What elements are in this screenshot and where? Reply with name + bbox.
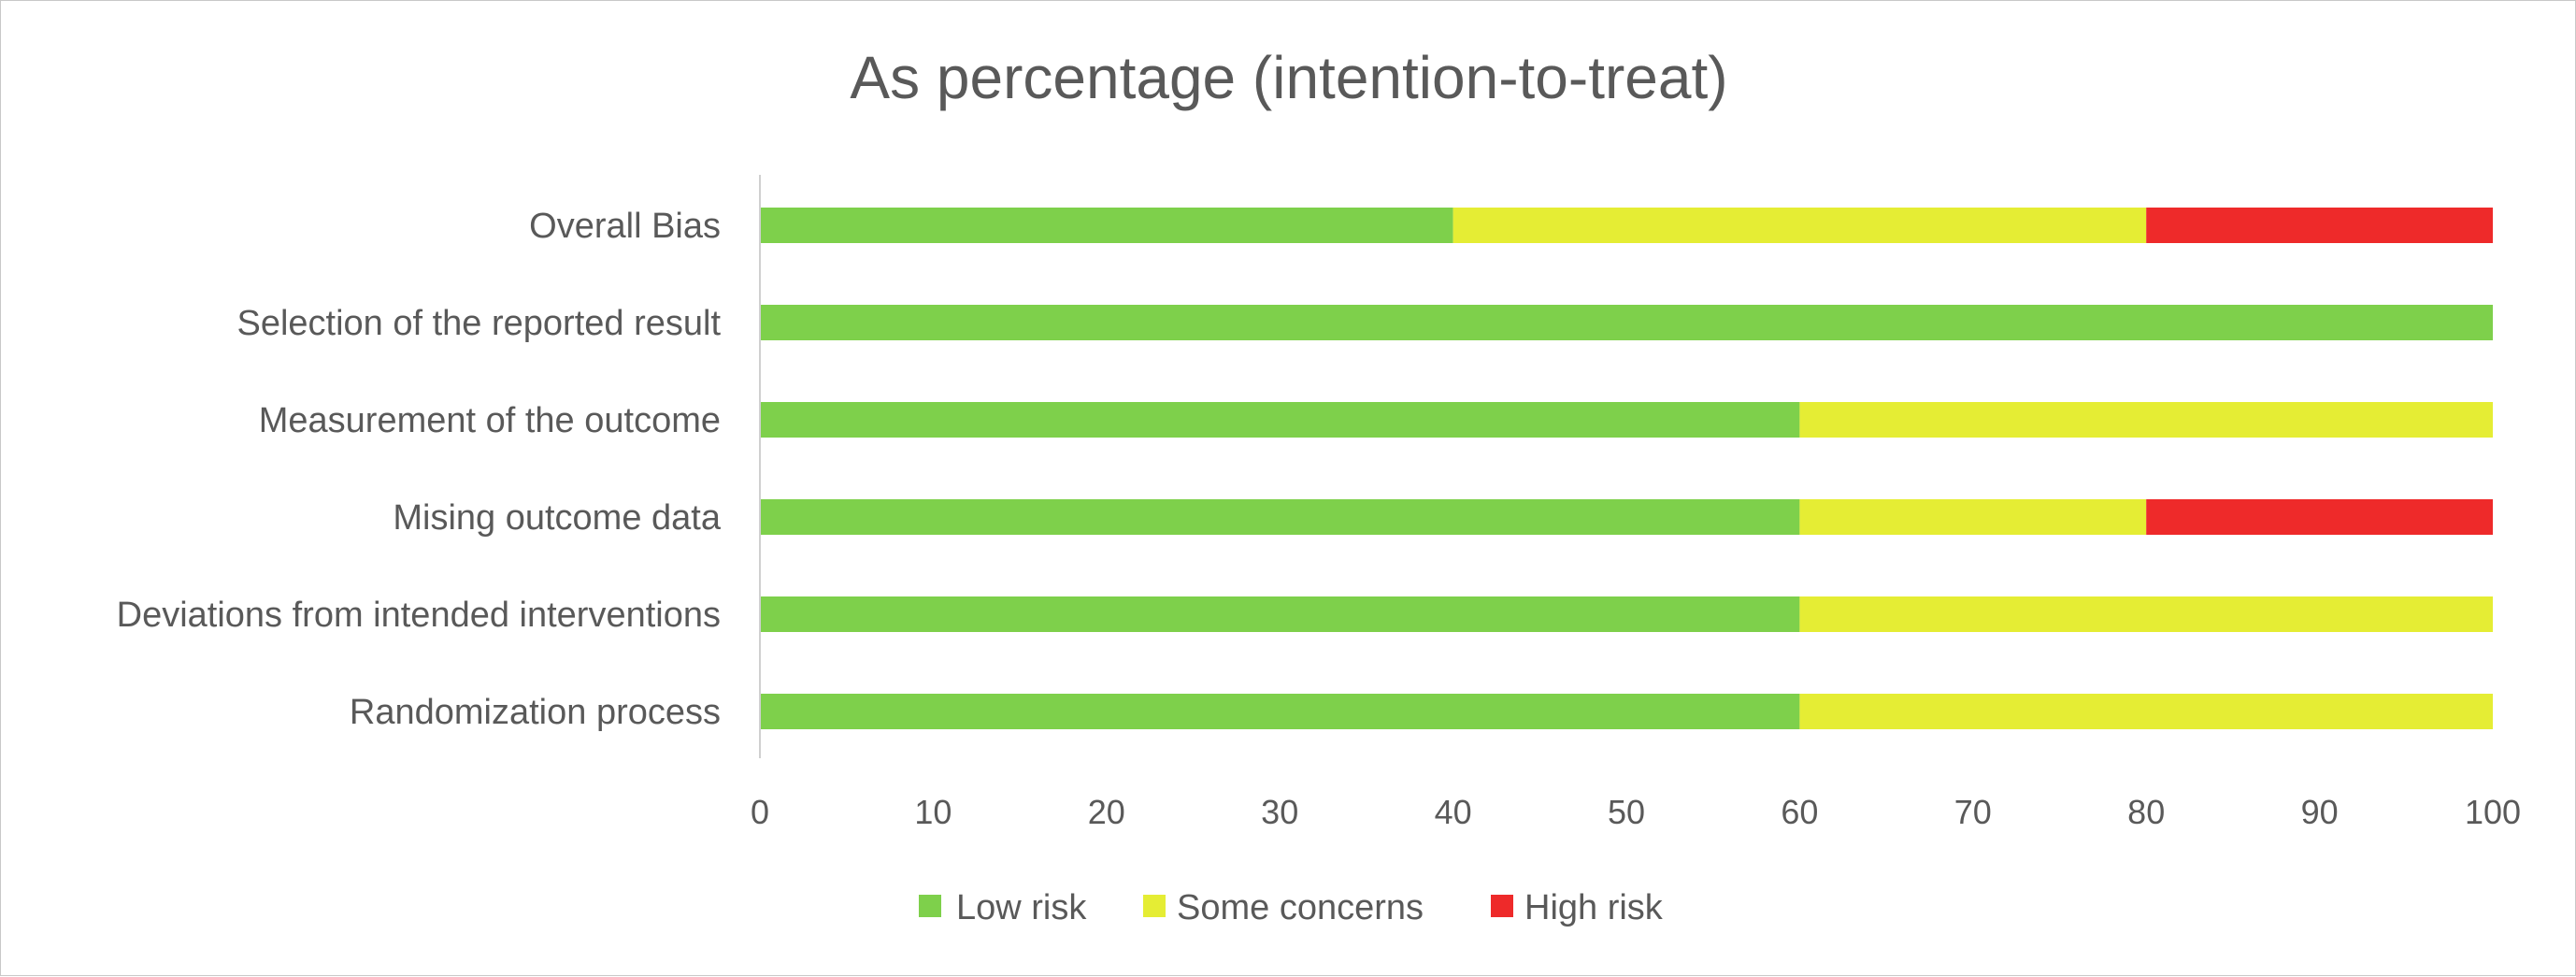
x-tick-label: 30 [1261, 793, 1298, 831]
category-label: Overall Bias [529, 207, 721, 246]
x-tick-label: 60 [1781, 793, 1818, 831]
bars-layer [760, 208, 2493, 729]
bar-segment [2146, 208, 2493, 243]
bar-segment [760, 208, 1453, 243]
category-label: Deviations from intended interventions [117, 596, 721, 635]
x-tick-label: 80 [2127, 793, 2165, 831]
legend-swatch [1143, 895, 1166, 917]
x-tick-label: 40 [1435, 793, 1472, 831]
bar-segment [760, 305, 2493, 340]
bar-segment [2146, 499, 2493, 535]
category-label: Selection of the reported result [236, 304, 721, 343]
category-label: Measurement of the outcome [259, 401, 721, 440]
legend-swatch [919, 895, 941, 917]
bar-segment [760, 499, 1800, 535]
bar-segment [1799, 596, 2493, 632]
bar-segment [1799, 694, 2493, 729]
x-tick-label: 50 [1608, 793, 1645, 831]
axis-layer: Overall Bias Selection of the reported re… [117, 175, 2521, 831]
legend-label: Low risk [956, 888, 1087, 927]
x-tick-label: 100 [2465, 793, 2521, 831]
bar-segment [760, 402, 1800, 438]
bar-segment [760, 596, 1800, 632]
legend-label: High risk [1524, 888, 1664, 927]
category-label: Randomization process [350, 693, 721, 732]
x-tick-label: 0 [751, 793, 769, 831]
chart-title: As percentage (intention-to-treat) [850, 44, 1727, 111]
legend: Low risk Some concerns High risk [919, 888, 1664, 927]
x-tick-label: 70 [1954, 793, 1992, 831]
x-tick-label: 20 [1088, 793, 1125, 831]
legend-label: Some concerns [1177, 888, 1424, 927]
x-tick-label: 90 [2301, 793, 2339, 831]
x-tick-label: 10 [914, 793, 952, 831]
bar-segment [1799, 499, 2147, 535]
bar-segment [1799, 402, 2493, 438]
category-label: Mising outcome data [393, 498, 721, 538]
legend-swatch [1491, 895, 1513, 917]
bar-segment [760, 694, 1800, 729]
bar-segment [1453, 208, 2147, 243]
